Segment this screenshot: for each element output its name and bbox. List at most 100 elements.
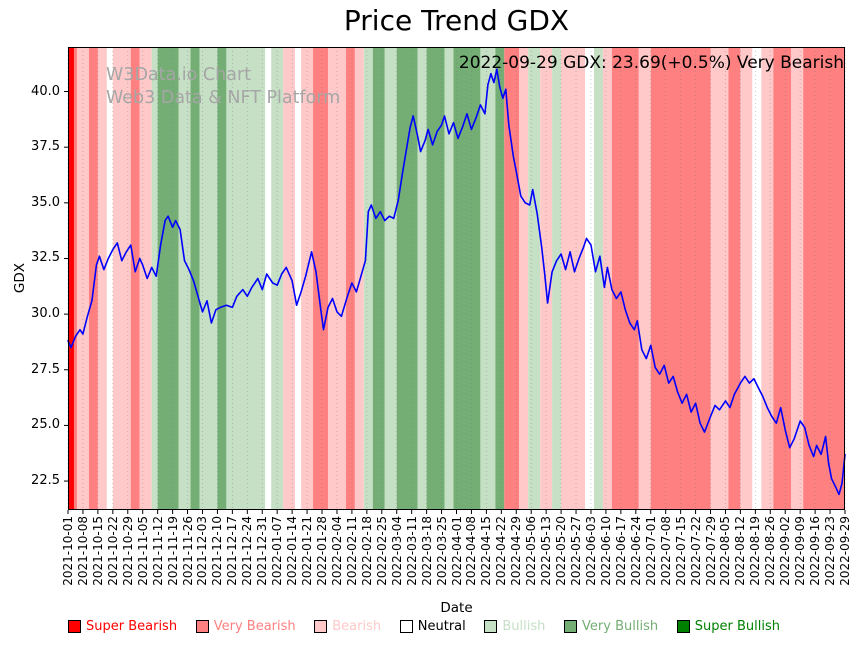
y-tick-label: 40.0 [31,83,60,99]
x-tick-label: 2022-07-08 [658,516,673,586]
x-tick-label: 2021-12-24 [240,516,255,586]
legend-swatch [314,620,328,633]
x-tick-label: 2022-01-28 [315,516,330,586]
sentiment-band-very_bullish [157,47,179,510]
x-tick-label: 2021-12-17 [225,516,240,586]
x-tick-label: 2021-12-31 [255,516,270,586]
sentiment-band-bearish [561,47,586,510]
x-tick-label: 2022-04-22 [494,516,509,586]
legend-item-bullish: Bullish [484,619,545,634]
x-tick-label: 2022-06-24 [628,516,643,586]
sentiment-band-bullish [178,47,191,510]
x-tick-label: 2022-04-29 [509,516,524,586]
x-tick-label: 2022-07-22 [688,516,703,586]
sentiment-band-bullish [151,47,158,510]
sentiment-band-bullish [444,47,454,510]
x-tick-label: 2021-11-12 [150,516,165,586]
sentiment-band-very_bullish [190,47,200,510]
y-tick-label: 35.0 [31,194,60,210]
y-tick-label: 25.0 [31,417,60,433]
sentiment-band-very_bearish [650,47,711,510]
x-tick-label: 2022-01-14 [285,516,300,586]
x-tick-label: 2022-04-01 [449,516,464,586]
x-tick-label: 2022-04-15 [479,516,494,586]
x-tick-label: 2022-05-20 [554,516,569,586]
sentiment-band-bearish [791,47,804,510]
sentiment-band-neutral [752,47,762,510]
sentiment-band-very_bearish [728,47,741,510]
sentiment-band-very_bearish [504,47,520,510]
sentiment-band-bullish [417,47,427,510]
sentiment-band-very_bullish [426,47,445,510]
x-tick-label: 2022-08-12 [733,516,748,586]
legend-item-very-bullish: Very Bullish [564,619,658,634]
x-tick-label: 2022-01-07 [270,516,285,586]
sentiment-band-bearish [301,47,314,510]
x-tick-label: 2022-03-04 [389,516,404,586]
sentiment-band-bullish [271,47,284,510]
x-tick-label: 2022-07-15 [673,516,688,586]
y-tick-label: 30.0 [31,306,60,322]
sentiment-band-bearish [740,47,753,510]
sentiment-band-very_bullish [396,47,418,510]
sentiment-band-bearish [328,47,346,510]
sentiment-band-bearish [354,47,364,510]
legend-label: Neutral [417,619,466,634]
x-tick-label: 2021-10-08 [75,516,90,586]
sentiment-band-bearish [112,47,131,510]
x-tick-label: 2022-06-17 [613,516,628,586]
legend-item-super-bullish: Super Bullish [676,619,780,634]
sentiment-band-bullish [199,47,218,510]
sentiment-band-bearish [139,47,152,510]
x-tick-label: 2021-10-01 [61,516,75,586]
sentiment-band-bullish [528,47,541,510]
x-tick-label: 2022-02-18 [359,516,374,586]
sentiment-band-very_bearish [803,47,845,510]
legend-label: Super Bearish [86,619,178,634]
x-tick-label: 2022-08-19 [748,516,763,586]
x-tick-label: 2021-12-10 [210,516,225,586]
price-line [67,68,846,496]
legend-label: Bearish [332,619,382,634]
x-tick-label: 2022-02-25 [374,516,389,586]
x-tick-label: 2022-09-09 [793,516,808,586]
x-tick-label: 2022-05-06 [524,516,539,586]
x-tick-label: 2021-10-22 [105,516,120,586]
x-tick-label: 2022-05-13 [539,516,554,586]
legend-swatch [564,620,578,633]
sentiment-band-very_bearish [345,47,355,510]
x-tick-label: 2022-02-04 [329,516,344,586]
x-tick-label: 2021-10-29 [120,516,135,586]
sentiment-band-very_bullish [217,47,227,510]
sentiment-band-bearish [519,47,529,510]
x-tick-label: 2022-04-08 [464,516,479,586]
x-tick-label: 2022-08-26 [763,516,778,586]
x-tick-label: 2022-09-29 [838,516,852,586]
y-tick-label: 22.5 [31,473,60,489]
sentiment-band-very_bearish [88,47,98,510]
legend-swatch [195,620,209,633]
sentiment-band-neutral [295,47,302,510]
sentiment-band-very_bullish [495,47,505,510]
legend-label: Very Bearish [213,619,296,634]
sentiment-band-very_bearish [73,47,77,510]
sentiment-band-bullish [363,47,373,510]
x-tick-label: 2021-11-05 [135,516,150,586]
x-tick-label: 2022-06-10 [598,516,613,586]
y-tick-label: 27.5 [31,361,60,377]
y-tick-label: 32.5 [31,250,60,266]
sentiment-band-very_bearish [611,47,639,510]
legend-item-neutral: Neutral [399,619,466,634]
sentiment-band-very_bearish [130,47,140,510]
sentiment-band-bearish [602,47,612,510]
legend-swatch [68,620,81,633]
sentiment-band-bearish [97,47,107,510]
sentiment-band-very_bullish [372,47,385,510]
x-tick-label: 2022-03-18 [419,516,434,586]
legend-item-very-bearish: Very Bearish [195,619,296,634]
sentiment-band-bullish [593,47,603,510]
sentiment-band-very_bearish [773,47,792,510]
x-tick-label: 2021-11-19 [165,516,180,586]
y-tick-label: 37.5 [31,139,60,155]
